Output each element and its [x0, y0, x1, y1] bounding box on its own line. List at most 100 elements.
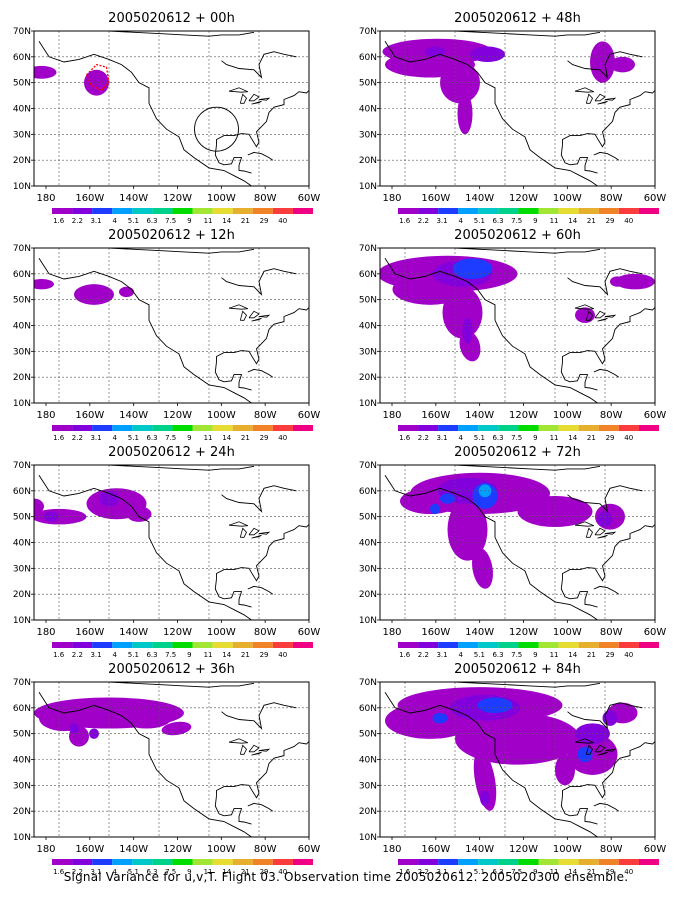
colorbar-swatch: [172, 425, 193, 431]
colorbar-label: 11: [550, 651, 559, 659]
variance-region: [517, 496, 593, 527]
x-tick-label: 60W: [644, 627, 667, 638]
coastline: [562, 307, 655, 365]
colorbar-label: 21: [241, 868, 250, 876]
x-tick-label: 140W: [119, 410, 148, 421]
coastline: [221, 268, 297, 296]
x-tick-label: 120W: [509, 844, 538, 855]
y-tick-label: 50N: [13, 513, 31, 523]
y-tick-label: 50N: [359, 730, 377, 740]
colorbar-swatch: [232, 859, 253, 865]
colorbar-label: 6.3: [146, 217, 157, 225]
variance-region: [34, 65, 57, 79]
x-tick-label: 160W: [421, 627, 450, 638]
colorbar-swatch: [558, 208, 579, 214]
colorbar-swatch: [232, 425, 253, 431]
x-tick-label: 120W: [163, 193, 192, 204]
colorbar-swatch: [478, 642, 499, 648]
y-tick-label: 30N: [13, 564, 31, 574]
lake-outline: [239, 310, 247, 321]
colorbar-label: 29: [260, 434, 269, 442]
x-tick-label: 100W: [553, 410, 582, 421]
colorbar-label: 29: [606, 434, 615, 442]
colorbar-swatch: [172, 642, 193, 648]
x-tick-label: 80W: [254, 193, 277, 204]
colorbar-label: 9: [533, 651, 537, 659]
coastline: [214, 144, 252, 174]
coastline: [562, 741, 655, 799]
colorbar-swatch: [252, 642, 273, 648]
colorbar-swatch: [292, 425, 313, 431]
colorbar-label: 6.3: [492, 868, 503, 876]
variance-region: [462, 317, 473, 344]
y-tick-label: 30N: [359, 564, 377, 574]
colorbar-swatch: [398, 642, 419, 648]
lake-outline: [239, 93, 247, 104]
coastline: [567, 268, 643, 296]
colorbar-label: 4: [112, 434, 117, 442]
coastline: [247, 585, 274, 595]
colorbar-swatch: [618, 859, 639, 865]
colorbar-swatch: [152, 425, 173, 431]
y-tick-label: 60N: [13, 487, 31, 497]
colorbar-swatch: [498, 425, 519, 431]
colorbar-swatch: [192, 425, 213, 431]
colorbar-label: 3.1: [436, 651, 447, 659]
coastline: [216, 90, 309, 148]
colorbar-label: 11: [550, 217, 559, 225]
lake-outline: [251, 534, 262, 539]
y-tick-label: 50N: [359, 513, 377, 523]
colorbar-label: 3.1: [90, 217, 101, 225]
y-tick-label: 60N: [359, 53, 377, 63]
colorbar-label: 40: [278, 651, 287, 659]
colorbar-swatch: [192, 208, 213, 214]
colorbar-label: 29: [606, 217, 615, 225]
colorbar-label: 4: [458, 868, 463, 876]
variance-region: [480, 790, 490, 806]
colorbar-label: 5.1: [128, 868, 139, 876]
colorbar-swatch: [498, 208, 519, 214]
y-tick-label: 40N: [13, 756, 31, 766]
colorbar-label: 9: [533, 868, 537, 876]
x-tick-label: 120W: [163, 627, 192, 638]
colorbar-swatch: [558, 859, 579, 865]
colorbar-label: 5.1: [128, 217, 139, 225]
colorbar-swatch: [72, 208, 93, 214]
colorbar-swatch: [438, 208, 459, 214]
colorbar-label: 7.5: [511, 434, 522, 442]
y-tick-label: 40N: [359, 322, 377, 332]
x-tick-label: 80W: [254, 627, 277, 638]
coastline: [454, 682, 601, 688]
colorbar-label: 4: [112, 868, 117, 876]
lake-outline: [239, 527, 247, 538]
variance-region: [447, 498, 488, 561]
x-tick-label: 180: [36, 410, 55, 421]
colorbar-label: 14: [568, 651, 577, 659]
lake-outline: [597, 317, 608, 322]
colorbar-label: 2.2: [418, 651, 429, 659]
y-tick-label: 20N: [359, 373, 377, 383]
colorbar-label: 3.1: [436, 217, 447, 225]
coastline: [562, 524, 655, 582]
colorbar-swatch: [478, 425, 499, 431]
y-tick-label: 20N: [13, 373, 31, 383]
panel-title: 2005020612 + 60h: [454, 228, 581, 243]
lake-outline: [251, 751, 262, 756]
colorbar-label: 3.1: [436, 434, 447, 442]
colorbar-label: 21: [587, 434, 596, 442]
colorbar-label: 1.6: [53, 868, 65, 876]
y-tick-label: 20N: [13, 807, 31, 817]
y-tick-label: 10N: [13, 399, 31, 409]
colorbar-label: 6.3: [146, 868, 157, 876]
colorbar-label: 2.2: [72, 217, 83, 225]
colorbar-label: 4: [112, 651, 117, 659]
x-tick-label: 160W: [75, 410, 104, 421]
y-tick-label: 40N: [359, 756, 377, 766]
x-tick-label: 100W: [207, 844, 236, 855]
y-tick-label: 20N: [359, 156, 377, 166]
coastline: [384, 475, 598, 620]
colorbar-swatch: [172, 208, 193, 214]
colorbar-swatch: [478, 208, 499, 214]
colorbar-label: 1.6: [399, 651, 411, 659]
coastline: [214, 578, 252, 608]
